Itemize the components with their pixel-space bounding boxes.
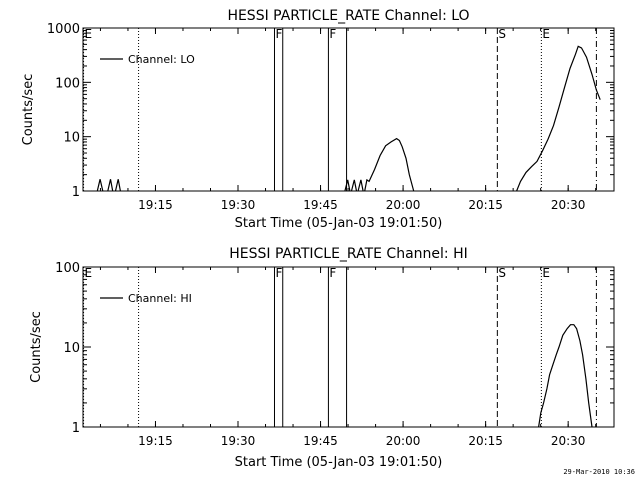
- chart-title: HESSI PARTICLE_RATE Channel: LO: [227, 8, 469, 24]
- event-marker-label: S: [498, 27, 506, 41]
- y-tick-label: 100: [55, 261, 80, 276]
- y-tick-label: 1: [72, 185, 80, 200]
- x-tick-label: 20:30: [551, 434, 586, 448]
- event-marker-label: E: [542, 27, 550, 41]
- x-tick-label: 20:00: [386, 198, 421, 212]
- x-tick-label: 19:30: [221, 434, 256, 448]
- legend-label: Channel: LO: [128, 53, 195, 66]
- event-marker-label: E: [85, 266, 93, 280]
- event-marker-label: E: [542, 266, 550, 280]
- x-axis-label: Start Time (05-Jan-03 19:01:50): [235, 216, 443, 231]
- series-line: [364, 137, 415, 192]
- series-line: [114, 179, 121, 192]
- legend-label: Channel: HI: [128, 292, 192, 305]
- event-marker-label: F: [329, 27, 336, 41]
- chart-panel-2: HESSI PARTICLE_RATE Channel: HI 19:15 19:3…: [29, 246, 615, 470]
- event-marker-label: F: [329, 266, 336, 280]
- x-tick-label: 19:15: [138, 434, 173, 448]
- y-axis-label: Counts/sec: [29, 311, 44, 383]
- y-tick-label: 1000: [47, 22, 80, 37]
- event-marker-label: F: [275, 266, 282, 280]
- y-tick-label: 10: [63, 341, 80, 356]
- event-marker-label: S: [498, 266, 506, 280]
- event-marker-label: F: [275, 27, 282, 41]
- x-tick-label: 19:30: [221, 198, 256, 212]
- series-line: [357, 179, 364, 192]
- x-tick-label: 19:45: [303, 434, 338, 448]
- timestamp-footer: 29-Mar-2010 10:36: [563, 468, 635, 476]
- series-line: [538, 324, 593, 428]
- event-marker-label: E: [85, 27, 93, 41]
- y-axis-label: Counts/sec: [21, 74, 36, 146]
- x-tick-label: 20:30: [551, 198, 586, 212]
- y-tick-label: 1: [72, 421, 80, 436]
- series-line: [516, 45, 601, 192]
- plot-frame: [82, 266, 615, 428]
- x-tick-label: 20:00: [386, 434, 421, 448]
- series-line: [96, 179, 104, 192]
- x-axis-label: Start Time (05-Jan-03 19:01:50): [235, 455, 443, 470]
- series-line: [350, 179, 358, 192]
- y-tick-label: 100: [55, 76, 80, 91]
- y-tick-label: 10: [63, 131, 80, 146]
- series-line: [344, 179, 351, 192]
- x-tick-label: 19:15: [138, 198, 173, 212]
- chart-title: HESSI PARTICLE_RATE Channel: HI: [229, 246, 467, 262]
- x-tick-label: 20:15: [468, 434, 503, 448]
- x-tick-label: 20:15: [468, 198, 503, 212]
- chart-panel-1: HESSI PARTICLE_RATE Channel: LO 19:15 19:3…: [21, 8, 615, 231]
- series-line: [107, 179, 114, 192]
- x-tick-label: 19:45: [303, 198, 338, 212]
